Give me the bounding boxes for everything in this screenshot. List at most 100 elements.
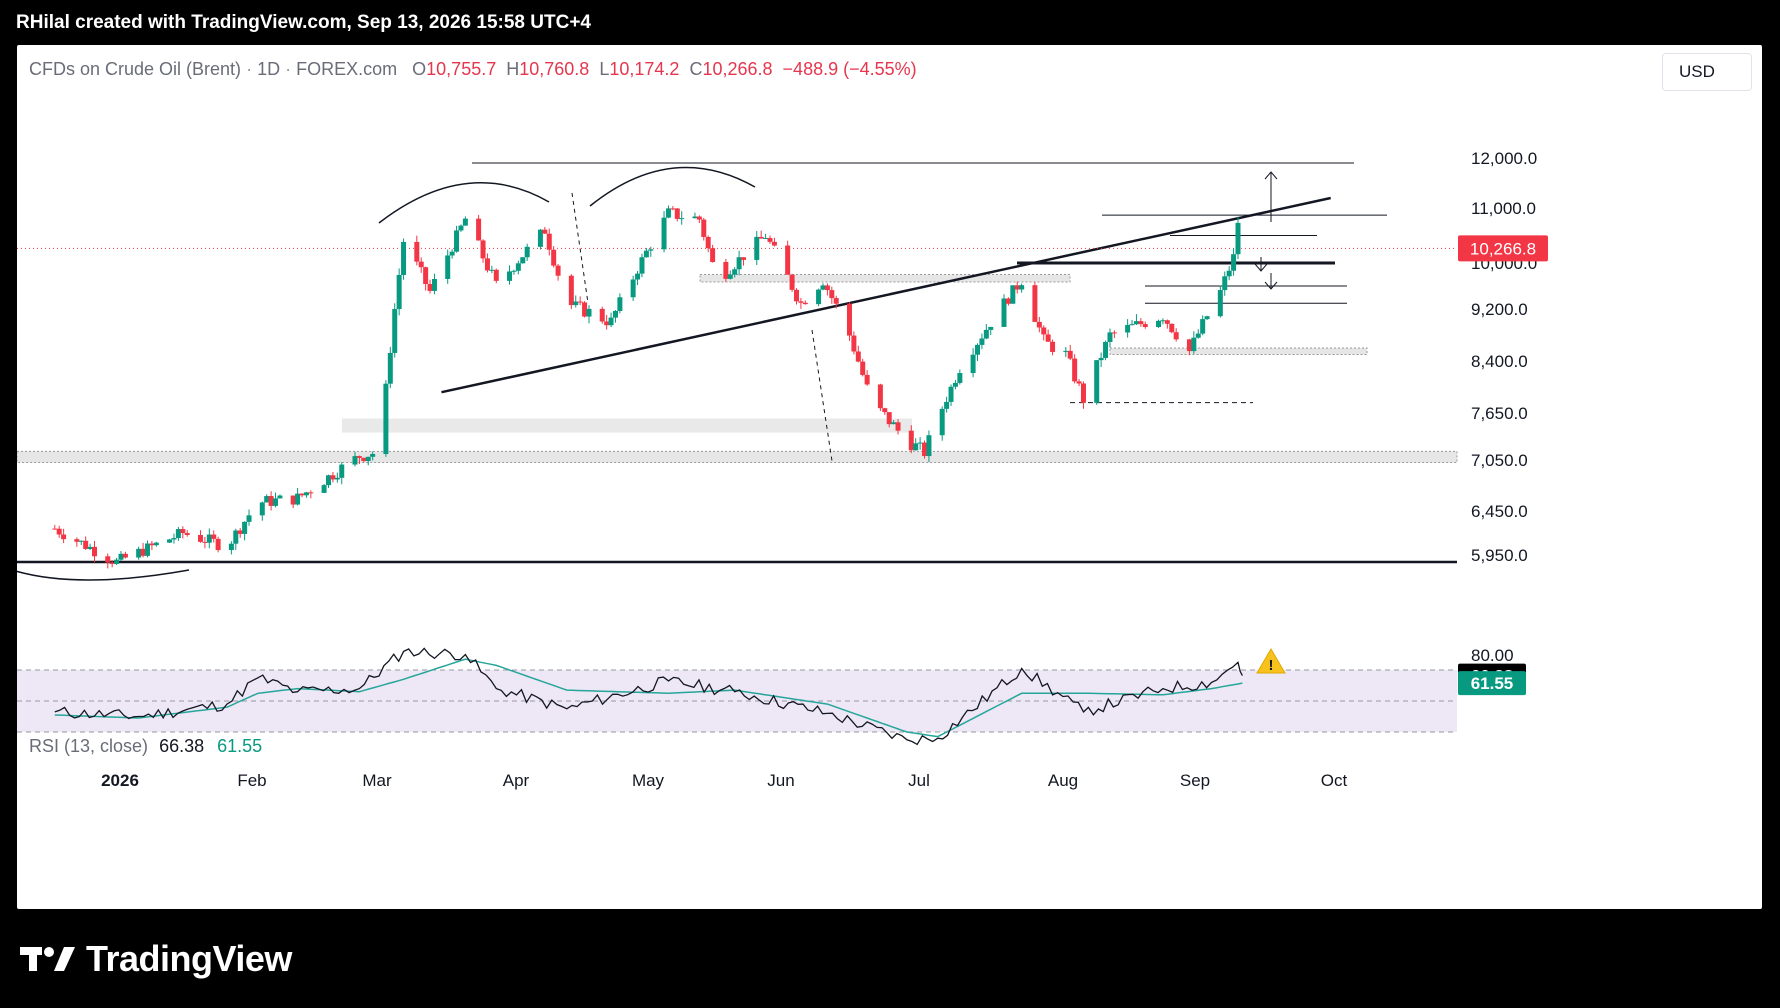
candle: [1169, 323, 1175, 334]
candle-body: [952, 382, 958, 387]
candle-body: [767, 238, 773, 242]
candle: [144, 540, 150, 558]
candle-body: [820, 285, 826, 290]
candle: [489, 265, 495, 274]
change-value: −488.9 (−4.55%): [782, 59, 917, 79]
candle: [630, 275, 636, 301]
candle-body: [939, 408, 945, 436]
candle: [816, 288, 822, 307]
candle-body: [612, 311, 618, 318]
candle-body: [396, 274, 402, 310]
candle-body: [1222, 276, 1228, 291]
candle: [361, 457, 367, 463]
chart-panel[interactable]: ! 12,000.0 11,000.0 10,000.0 9,200.0 8,400.0…: [17, 45, 1762, 909]
candle-body: [361, 457, 367, 461]
candle: [855, 345, 861, 363]
candle: [895, 419, 901, 435]
candle-body: [855, 351, 861, 362]
tradingview-brand[interactable]: TradingView: [20, 938, 292, 980]
candle: [612, 310, 618, 323]
candle: [184, 530, 190, 537]
candle: [1226, 266, 1232, 281]
candle: [458, 224, 464, 232]
candle: [1173, 328, 1179, 342]
candle: [149, 540, 155, 551]
candle-body: [109, 562, 115, 564]
candle-body: [171, 538, 177, 540]
candle: [370, 451, 376, 461]
currency-button[interactable]: USD: [1662, 53, 1752, 91]
close-value: 10,266.8: [702, 59, 773, 79]
candle: [970, 348, 976, 378]
symbol-name: CFDs on Crude Oil (Brent): [29, 59, 242, 79]
candle: [604, 315, 610, 330]
candle-body: [78, 540, 84, 542]
rsi-layer: !: [17, 647, 1457, 746]
candle-body: [259, 502, 265, 516]
candle: [153, 541, 159, 547]
price-chart[interactable]: ! 12,000.011,000.010,000.09,200.08,400.0…: [17, 45, 1762, 909]
time-tick-label: May: [632, 771, 665, 790]
candle-body: [206, 534, 212, 543]
candle: [356, 455, 362, 465]
candle-body: [957, 373, 963, 383]
candle-body: [507, 271, 513, 281]
candle: [1076, 379, 1082, 387]
candle-body: [295, 493, 301, 505]
candle-body: [462, 218, 468, 226]
candle-body: [701, 219, 707, 237]
candle-body: [1164, 320, 1170, 324]
candle: [308, 490, 314, 499]
candle-body: [908, 430, 914, 451]
base-arc: [17, 569, 190, 581]
candle-body: [802, 302, 808, 305]
candle: [891, 420, 897, 425]
candle-body: [771, 241, 777, 246]
price-zone: [17, 450, 1458, 464]
price-tick-label: 9,200.0: [1471, 300, 1528, 319]
candle: [396, 268, 402, 316]
candle: [202, 536, 208, 549]
candle: [431, 273, 437, 295]
candle-body: [299, 493, 305, 496]
candle-body: [1231, 254, 1237, 271]
candle: [1067, 344, 1073, 361]
rsi-ma-line: [54, 658, 1243, 738]
candle-body: [264, 496, 270, 503]
candle: [922, 440, 928, 459]
dashed-guide-line: [571, 192, 589, 304]
candle-body: [586, 308, 592, 317]
candle-body: [520, 257, 526, 264]
candle-body: [555, 265, 561, 276]
candle: [692, 212, 698, 219]
candle-body: [1050, 341, 1056, 352]
price-zone: [699, 274, 1071, 283]
candle: [401, 238, 407, 280]
time-tick-label: Jun: [767, 771, 794, 790]
candle-body: [727, 274, 733, 279]
candle: [1235, 216, 1241, 260]
low-label: L: [599, 59, 610, 79]
candle-body: [723, 261, 729, 279]
candle: [1200, 315, 1206, 336]
candle: [171, 533, 177, 544]
candle-body: [1125, 324, 1131, 333]
candle: [913, 438, 919, 451]
candle: [1041, 325, 1047, 341]
candle-body: [599, 308, 605, 322]
candle: [1129, 320, 1135, 326]
candle-body: [891, 422, 897, 425]
open-label: O: [412, 59, 427, 79]
axes-layer: 12,000.011,000.010,000.09,200.08,400.07,…: [101, 149, 1548, 790]
candle-body: [484, 258, 490, 271]
candle: [462, 216, 468, 226]
left-shoulder-arc: [378, 182, 550, 224]
candle: [423, 266, 429, 291]
candle-body: [864, 374, 870, 385]
candle-body: [83, 540, 89, 549]
candle: [449, 249, 455, 259]
candle-body: [1191, 337, 1197, 352]
candle: [643, 248, 649, 258]
candle-body: [789, 274, 795, 290]
candle-body: [330, 475, 336, 480]
